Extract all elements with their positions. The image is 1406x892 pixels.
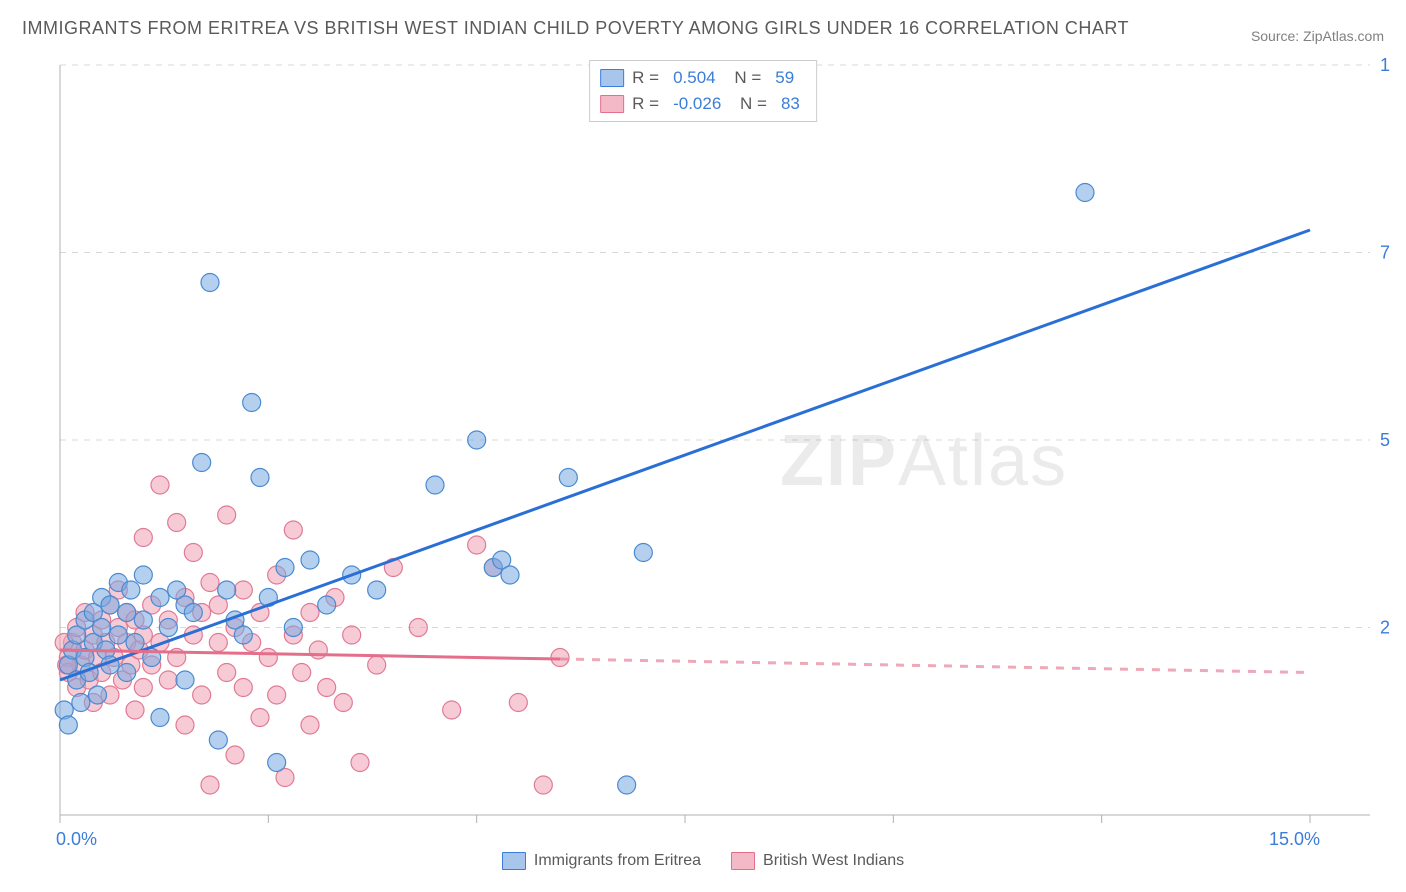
legend-swatch (502, 852, 526, 870)
svg-text:50.0%: 50.0% (1380, 430, 1390, 450)
stat-r-label: R = (632, 65, 659, 91)
chart-title: IMMIGRANTS FROM ERITREA VS BRITISH WEST … (22, 18, 1129, 39)
stat-r-value: 0.504 (673, 65, 716, 91)
stats-legend: R = 0.504 N = 59 R = -0.026 N = 83 (589, 60, 817, 122)
source-attribution: Source: ZipAtlas.com (1251, 28, 1384, 44)
stat-n-value: 59 (775, 65, 794, 91)
series-legend: Immigrants from Eritrea British West Indi… (0, 852, 1406, 870)
legend-label: Immigrants from Eritrea (534, 852, 701, 869)
svg-text:15.0%: 15.0% (1269, 829, 1320, 849)
legend-item: Immigrants from Eritrea (502, 852, 701, 870)
legend-label: British West Indians (763, 852, 904, 869)
stats-legend-row: R = -0.026 N = 83 (600, 91, 806, 117)
legend-swatch (600, 69, 624, 87)
stat-n-label: N = (735, 91, 767, 117)
stat-r-label: R = (632, 91, 659, 117)
svg-text:100.0%: 100.0% (1380, 55, 1390, 75)
svg-text:75.0%: 75.0% (1380, 243, 1390, 263)
stat-r-value: -0.026 (673, 91, 721, 117)
stat-n-label: N = (730, 65, 762, 91)
legend-swatch (731, 852, 755, 870)
scatter-chart: 0.0% 15.0% 25.0% 50.0% 75.0% 100.0% (50, 55, 1390, 855)
svg-text:25.0%: 25.0% (1380, 618, 1390, 638)
stat-n-value: 83 (781, 91, 800, 117)
stats-legend-row: R = 0.504 N = 59 (600, 65, 806, 91)
legend-swatch (600, 95, 624, 113)
svg-text:0.0%: 0.0% (56, 829, 97, 849)
legend-item: British West Indians (731, 852, 904, 870)
